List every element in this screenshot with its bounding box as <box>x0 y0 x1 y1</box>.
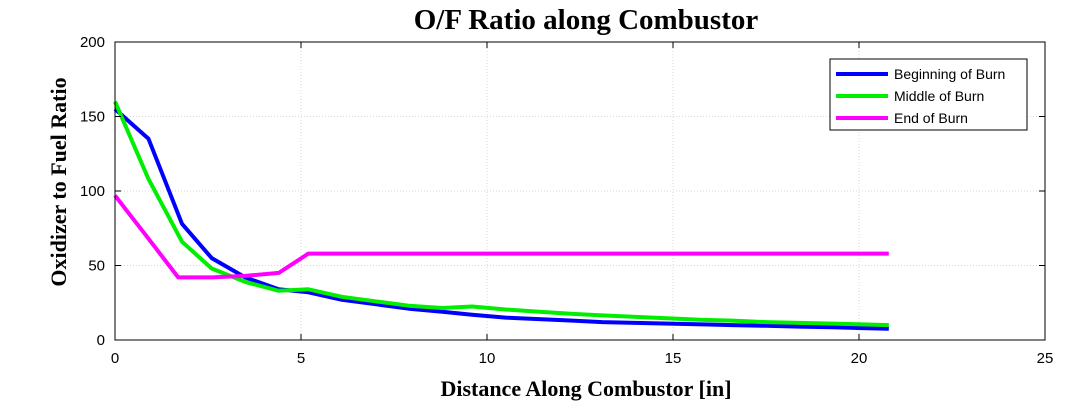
x-axis-label: Distance Along Combustor [in] <box>440 376 731 401</box>
x-tick-label: 20 <box>851 350 868 367</box>
series-lines <box>113 100 889 331</box>
y-tick-label: 100 <box>80 183 105 200</box>
series-line-3 <box>113 194 889 280</box>
y-tick-label: 0 <box>97 332 105 349</box>
y-tick-label: 50 <box>88 258 105 275</box>
x-tick-label: 25 <box>1037 350 1054 367</box>
y-axis-label: Oxidizer to Fuel Ratio <box>46 77 71 286</box>
legend-label-3: End of Burn <box>894 110 968 126</box>
x-tick-label: 15 <box>665 350 682 367</box>
legend: Beginning of Burn Middle of Burn End of Bu… <box>829 58 1028 131</box>
x-tick-label: 0 <box>111 350 119 367</box>
x-tick-label: 10 <box>479 350 496 367</box>
legend-label-1: Beginning of Burn <box>894 66 1005 82</box>
x-tick-label: 5 <box>297 350 305 367</box>
legend-label-2: Middle of Burn <box>894 88 984 104</box>
y-tick-label: 150 <box>80 109 105 126</box>
y-tick-label: 200 <box>80 34 105 51</box>
axis-ticks: 0 5 10 15 20 25 0 50 100 150 200 <box>80 34 1053 367</box>
series-line-1 <box>113 107 889 331</box>
series-line-2 <box>113 100 889 328</box>
chart-title: O/F Ratio along Combustor <box>414 4 759 36</box>
